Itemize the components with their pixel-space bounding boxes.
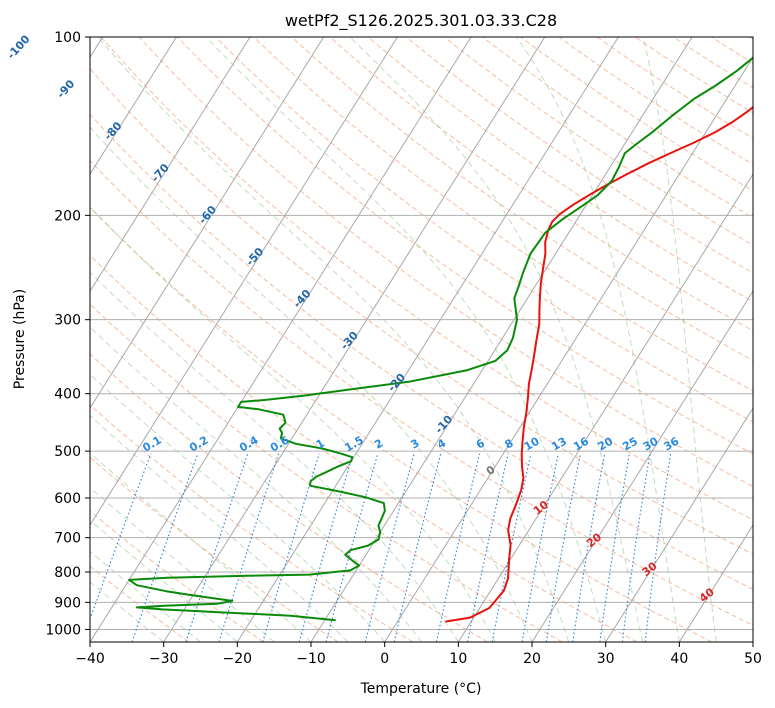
x-tick-label: 20 bbox=[523, 651, 541, 667]
isotherm-gridline bbox=[90, 37, 472, 642]
mixing-ratio-line bbox=[364, 453, 415, 642]
dry-adiabat-line bbox=[90, 159, 753, 627]
mixing-ratio-line bbox=[393, 453, 442, 642]
moist-adiabat-line bbox=[90, 126, 533, 642]
dry-adiabat-line bbox=[177, 37, 753, 455]
dry-adiabat-line bbox=[329, 37, 753, 332]
y-tick-label: 1000 bbox=[45, 622, 81, 638]
mixing-ratio-line bbox=[325, 453, 379, 642]
y-tick-label: 900 bbox=[54, 595, 81, 611]
mixing-ratio-line bbox=[262, 453, 320, 642]
dry-adiabat-line bbox=[215, 37, 753, 423]
y-axis-label: Pressure (hPa) bbox=[12, 289, 28, 389]
mixing-ratio-line bbox=[131, 453, 199, 642]
isotherm-gridline bbox=[90, 37, 398, 526]
dry-adiabat-line bbox=[90, 68, 753, 555]
x-tick-label: −40 bbox=[75, 651, 105, 667]
isotherm-gridline bbox=[90, 37, 177, 176]
isotherm-gridline bbox=[90, 37, 251, 293]
isotherm-gridline bbox=[457, 173, 753, 642]
y-tick-label: 200 bbox=[54, 208, 81, 224]
dry-adiabat-line bbox=[90, 113, 753, 590]
y-tick-label: 300 bbox=[54, 313, 81, 329]
dry-adiabat-line bbox=[405, 37, 753, 274]
mixing-ratio-line bbox=[298, 453, 354, 642]
moist-adiabat-line bbox=[90, 271, 459, 642]
isotherm-gridline bbox=[90, 37, 325, 410]
dry-adiabat-line bbox=[520, 37, 753, 192]
isotherm-gridline bbox=[236, 37, 619, 642]
y-tick-label: 700 bbox=[54, 531, 81, 547]
moist-adiabat-line bbox=[97, 37, 570, 642]
dry-adiabat-line bbox=[90, 206, 712, 642]
moist-adiabat-line bbox=[90, 206, 496, 642]
isotherm-gridline bbox=[678, 524, 753, 642]
x-tick-label: −30 bbox=[149, 651, 179, 667]
mixing-ratio-line bbox=[90, 453, 152, 621]
mixing-ratio-line bbox=[218, 453, 280, 642]
x-tick-label: 30 bbox=[597, 651, 615, 667]
mixing-ratio-line bbox=[491, 453, 532, 642]
isotherm-gridline bbox=[531, 290, 753, 642]
x-axis-label: Temperature (°C) bbox=[360, 681, 482, 697]
dry-adiabat-line bbox=[596, 37, 753, 139]
moist-adiabat-line bbox=[90, 414, 349, 642]
dry-adiabat-line bbox=[253, 37, 753, 392]
dry-adiabat-line bbox=[100, 37, 753, 521]
dewpoint-profile-line bbox=[128, 56, 753, 622]
y-tick-label: 600 bbox=[54, 491, 81, 507]
moist-adiabat-line bbox=[642, 37, 717, 642]
moist-adiabat-line bbox=[205, 37, 607, 642]
moist-adiabat-line bbox=[516, 37, 680, 642]
plot-frame bbox=[89, 36, 754, 643]
y-tick-label: 100 bbox=[54, 30, 81, 46]
isotherm-gridline bbox=[605, 407, 753, 642]
temperature-profile-line bbox=[445, 105, 753, 623]
x-tick-label: −10 bbox=[296, 651, 326, 667]
mixing-ratio-line bbox=[466, 453, 509, 642]
y-tick-label: 400 bbox=[54, 387, 81, 403]
x-tick-label: 0 bbox=[380, 651, 389, 667]
dry-adiabat-line bbox=[291, 37, 753, 362]
dry-adiabat-line bbox=[90, 510, 264, 642]
x-tick-label: 10 bbox=[449, 651, 467, 667]
y-tick-label: 500 bbox=[54, 444, 81, 460]
moist-adiabat-line bbox=[90, 326, 422, 642]
mixing-ratio-line bbox=[435, 453, 481, 642]
x-tick-label: −20 bbox=[223, 651, 253, 667]
dry-adiabat-line bbox=[90, 254, 638, 642]
chart-title: wetPf2_S126.2025.301.03.33.C28 bbox=[285, 11, 557, 31]
x-tick-label: 40 bbox=[670, 651, 688, 667]
x-tick-label: 50 bbox=[744, 651, 762, 667]
y-tick-label: 800 bbox=[54, 565, 81, 581]
isotherm-gridline bbox=[163, 37, 546, 642]
dry-adiabat-line bbox=[482, 37, 753, 219]
dry-adiabat-line bbox=[90, 303, 563, 642]
